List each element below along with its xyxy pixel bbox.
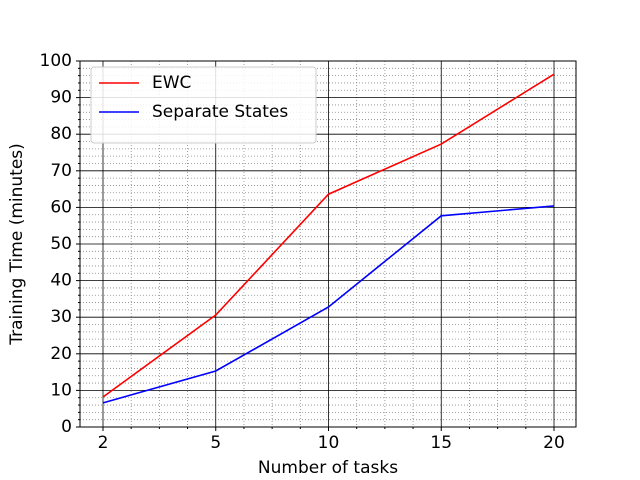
x-tick-label: 10 xyxy=(318,433,340,453)
x-tick-label: 20 xyxy=(543,433,565,453)
x-tick-label: 15 xyxy=(430,433,452,453)
y-tick-label: 50 xyxy=(50,234,72,254)
legend-label: Separate States xyxy=(152,102,288,122)
y-tick-label: 80 xyxy=(50,124,72,144)
x-tick-label: 2 xyxy=(98,433,109,453)
y-tick-label: 40 xyxy=(50,271,72,291)
y-axis-label: Training Time (minutes) xyxy=(7,143,27,346)
y-tick-label: 10 xyxy=(50,380,72,400)
y-tick-label: 0 xyxy=(61,417,72,437)
axes-frame xyxy=(79,60,577,428)
y-tick-label: 30 xyxy=(50,307,72,327)
y-tick-label: 60 xyxy=(50,197,72,217)
marks xyxy=(102,73,555,404)
y-tick-label: 20 xyxy=(50,344,72,364)
legend-box xyxy=(90,66,317,144)
y-tick-label: 90 xyxy=(50,88,72,108)
x-tick-label: 5 xyxy=(210,433,221,453)
x-axis-label: Number of tasks xyxy=(258,458,398,478)
line-series xyxy=(102,73,555,398)
legend-label: EWC xyxy=(152,73,191,93)
y-tick-label: 100 xyxy=(40,51,72,71)
line-series xyxy=(102,205,555,404)
y-tick-label: 70 xyxy=(50,161,72,181)
